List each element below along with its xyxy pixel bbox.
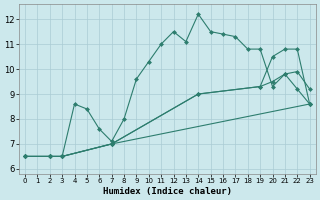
X-axis label: Humidex (Indice chaleur): Humidex (Indice chaleur) xyxy=(103,187,232,196)
